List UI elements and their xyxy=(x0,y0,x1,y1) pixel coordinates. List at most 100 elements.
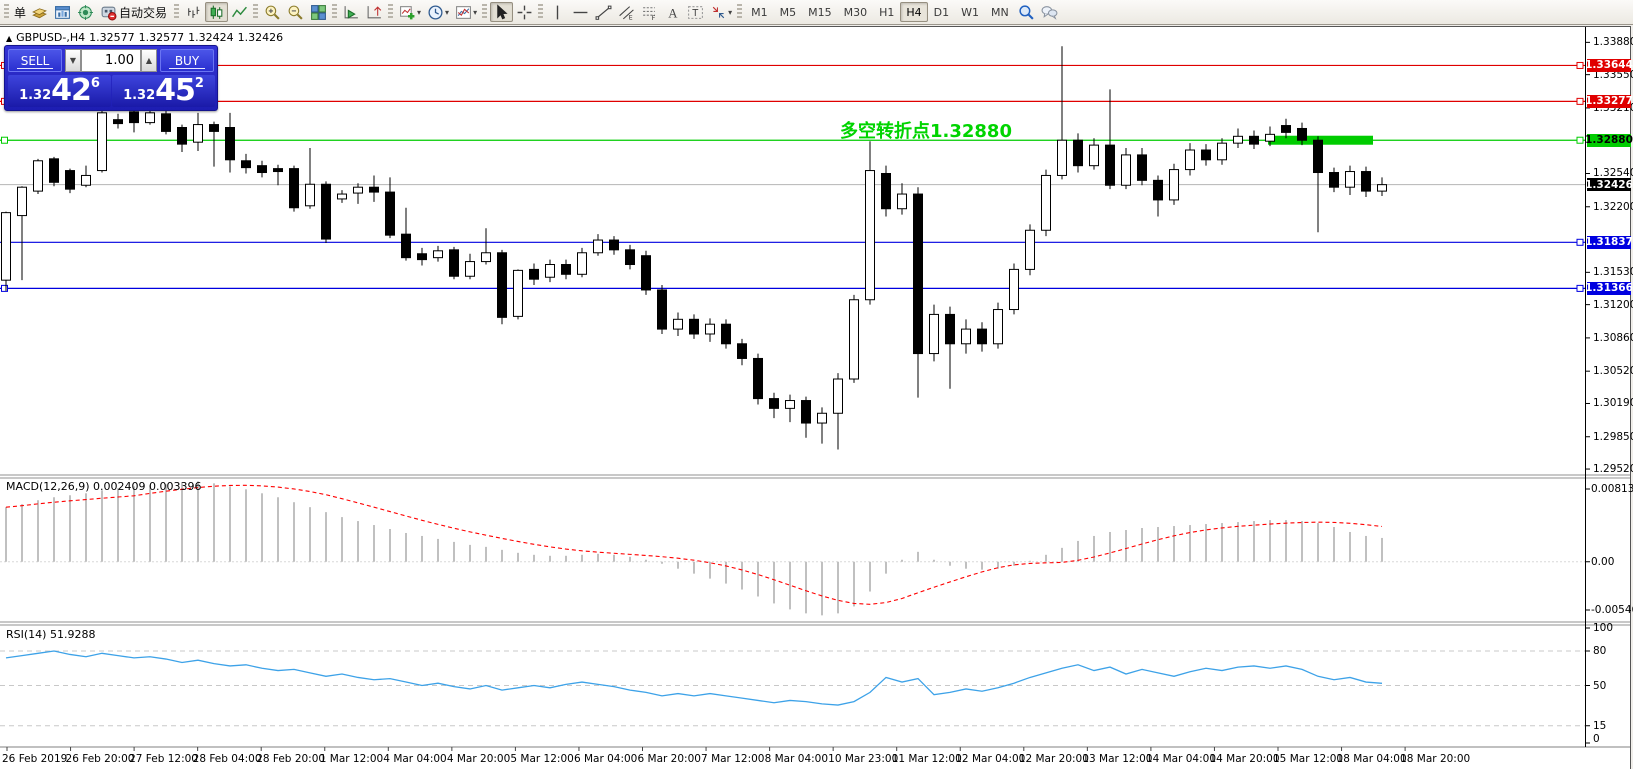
macd-histogram-bar xyxy=(1077,540,1079,562)
macd-histogram-bar xyxy=(581,554,583,562)
price-tick-label: 1.32540 xyxy=(1593,167,1633,180)
zoom-out-button[interactable] xyxy=(284,2,307,22)
macd-histogram-bar xyxy=(565,555,567,562)
time-axis-label: 12 Mar 04:00 xyxy=(955,753,1026,765)
new-order-button[interactable]: 单 xyxy=(14,5,27,20)
search-button[interactable] xyxy=(1015,2,1038,22)
timeframe-h1[interactable]: H1 xyxy=(879,5,895,19)
timeframe-m5[interactable]: M5 xyxy=(779,5,797,19)
timeframe-m30[interactable]: M30 xyxy=(843,5,868,19)
chart-shift-button[interactable] xyxy=(363,2,386,22)
vertical-line-button[interactable] xyxy=(546,2,569,22)
macd-histogram-bar xyxy=(661,561,663,564)
timeframe-m1[interactable]: M1 xyxy=(751,5,768,19)
cursor-button[interactable] xyxy=(490,2,514,22)
candle-body xyxy=(977,328,987,345)
autotrading-button[interactable]: 自动交易 xyxy=(97,2,172,22)
macd-histogram-bar xyxy=(1237,522,1239,562)
cursor-icon xyxy=(493,3,510,21)
dropdown-caret-icon[interactable]: ▾ xyxy=(728,7,733,17)
timeframe-m15[interactable]: M15 xyxy=(808,5,832,19)
tile-windows-button[interactable] xyxy=(307,2,330,22)
dropdown-caret-icon[interactable]: ▾ xyxy=(445,7,450,17)
time-axis-label: 5 Mar 12:00 xyxy=(510,753,574,765)
text-label-icon: T xyxy=(687,4,704,21)
rsi-scale-label: 100 xyxy=(1593,622,1614,634)
time-axis-label: 6 Mar 20:00 xyxy=(637,753,701,765)
price-chart-canvas[interactable] xyxy=(0,27,1630,769)
macd-histogram-bar xyxy=(517,552,519,562)
sell-button[interactable]: SELL xyxy=(8,49,62,72)
zoom-in-button[interactable] xyxy=(261,2,284,22)
candle-body xyxy=(353,186,363,194)
candlestick-chart-button[interactable] xyxy=(205,2,229,22)
macd-histogram-bar xyxy=(341,517,343,562)
auto-scroll-button[interactable] xyxy=(340,2,363,22)
arrows-button[interactable]: ▾ xyxy=(707,2,735,22)
volume-increase-button[interactable]: ▲ xyxy=(141,49,157,72)
macd-histogram-bar xyxy=(1109,531,1111,562)
volume-input[interactable] xyxy=(81,49,141,72)
chat-button[interactable] xyxy=(1038,2,1061,22)
macd-histogram-bar xyxy=(309,507,311,562)
macd-histogram-bar xyxy=(645,559,647,562)
time-axis-label: 13 Mar 12:00 xyxy=(1082,753,1153,765)
time-axis-label: 12 Mar 20:00 xyxy=(1018,753,1089,765)
macd-histogram-bar xyxy=(21,504,23,562)
text-icon: A xyxy=(664,4,681,21)
timeframe-d1[interactable]: D1 xyxy=(933,5,950,19)
navigator-icon[interactable] xyxy=(74,2,97,22)
trendline-button[interactable] xyxy=(592,2,615,22)
search-icon xyxy=(1018,4,1035,21)
zoom-out-icon xyxy=(287,4,304,21)
time-axis-label: 28 Feb 20:00 xyxy=(256,753,326,765)
buy-price-display[interactable]: 1.32 45 2 xyxy=(112,75,215,107)
horizontal-line-button[interactable] xyxy=(569,2,592,22)
macd-scale-label: 0.008137 xyxy=(1591,483,1633,495)
periods-button[interactable]: ▾ xyxy=(424,2,452,22)
macd-histogram-bar xyxy=(229,486,231,562)
text-label-button[interactable]: T xyxy=(684,2,707,22)
macd-histogram-bar xyxy=(981,561,983,570)
line-end-marker xyxy=(1576,136,1584,144)
candle-body xyxy=(1329,172,1339,188)
timeframe-w1[interactable]: W1 xyxy=(961,5,979,19)
templates-button[interactable]: ▾ xyxy=(452,2,480,22)
indicators-button[interactable]: ▾ xyxy=(396,2,424,22)
toolbar-grip xyxy=(253,4,259,20)
candle-body xyxy=(849,299,859,380)
terminal-icon[interactable] xyxy=(51,2,74,22)
time-axis-label: 14 Mar 20:00 xyxy=(1209,753,1280,765)
candle-body xyxy=(417,253,427,261)
candle-body xyxy=(65,170,75,190)
price-level-badge: 1.31366 xyxy=(1585,281,1633,295)
time-axis-label: 4 Mar 04:00 xyxy=(383,753,447,765)
candle-body xyxy=(817,412,827,424)
time-axis-label: 6 Mar 04:00 xyxy=(573,753,638,765)
dropdown-caret-icon[interactable]: ▾ xyxy=(473,7,478,17)
macd-histogram-bar xyxy=(1253,521,1255,562)
macd-histogram-bar xyxy=(1157,527,1159,562)
volume-decrease-button[interactable]: ▼ xyxy=(65,49,81,72)
bar-chart-button[interactable] xyxy=(182,2,205,22)
horizontal-line-icon xyxy=(572,4,589,21)
equidistant-channel-button[interactable]: E xyxy=(615,2,638,22)
metaeditor-icon[interactable] xyxy=(28,2,51,22)
buy-button[interactable]: BUY xyxy=(160,49,214,72)
line-chart-button[interactable] xyxy=(228,2,251,22)
macd-main-value: 0.002409 xyxy=(93,480,146,493)
timeframe-h4[interactable]: H4 xyxy=(900,2,928,22)
candle-body xyxy=(593,239,603,254)
macd-histogram-bar xyxy=(357,521,359,562)
collapse-panel-icon[interactable]: ▲ xyxy=(6,34,13,43)
crosshair-button[interactable] xyxy=(513,2,536,22)
dropdown-caret-icon[interactable]: ▾ xyxy=(417,7,422,17)
chart-window[interactable]: ▲ GBPUSD-,H4 1.32577 1.32577 1.32424 1.32426 … xyxy=(0,26,1633,769)
timeframe-mn[interactable]: MN xyxy=(991,5,1009,19)
macd-histogram-bar xyxy=(949,561,951,566)
candle-body xyxy=(561,264,571,275)
text-button[interactable]: A xyxy=(661,2,684,22)
fibonacci-button[interactable]: F xyxy=(638,2,661,22)
macd-histogram-bar xyxy=(1045,554,1047,562)
sell-price-display[interactable]: 1.32 42 6 xyxy=(8,75,111,107)
